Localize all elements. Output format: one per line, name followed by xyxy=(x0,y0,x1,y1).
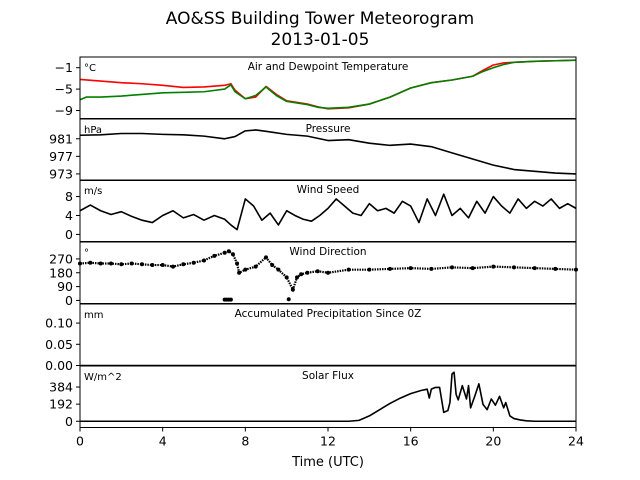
wind_direction-panel-title: Wind Direction xyxy=(289,246,366,258)
temp-unit-label: °C xyxy=(84,63,96,74)
wind_speed-unit-label: m/s xyxy=(84,186,102,197)
pressure-series-line xyxy=(79,129,577,175)
wind_speed-ytick-label: 4 xyxy=(65,208,73,223)
precip-ytick-label: 0.00 xyxy=(45,358,73,373)
wind_direction-point xyxy=(286,297,291,302)
x-axis-label: Time (UTC) xyxy=(291,455,364,470)
temp-ytick-label: −5 xyxy=(55,82,73,97)
wind_direction-ytick-label: 0 xyxy=(65,293,73,308)
x-tick-label: 4 xyxy=(159,434,167,449)
figure-date: 2013-01-05 xyxy=(271,30,370,50)
panel-precip: 0.10 0.05 0.00 mm Accumulated Precipitation … xyxy=(45,303,577,373)
temp-ytick-label: −1 xyxy=(55,60,73,75)
solar-panel-title: Solar Flux xyxy=(302,370,354,382)
pressure-ytick-label: 973 xyxy=(49,166,73,181)
panel-pressure: 981 977 973 hPa Pressure xyxy=(49,118,577,181)
temp-panel-title: Air and Dewpoint Temperature xyxy=(248,61,409,73)
wind_direction-unit-label: ° xyxy=(84,248,89,259)
pressure-panel-title: Pressure xyxy=(306,123,351,135)
precip-panel-title: Accumulated Precipitation Since 0Z xyxy=(235,308,422,320)
solar-unit-label: W/m^2 xyxy=(84,372,122,383)
solar-ytick-label: 0 xyxy=(65,414,73,429)
solar-ytick-label: 384 xyxy=(49,380,73,395)
wind_speed-ytick-label: 0 xyxy=(65,227,73,242)
wind_direction-ytick-label: 270 xyxy=(49,251,73,266)
wind_direction-ytick-label: 90 xyxy=(57,279,73,294)
panel-wind_speed: 8 4 0 m/s Wind Speed xyxy=(65,179,577,242)
pressure-ytick-label: 981 xyxy=(49,131,73,146)
x-tick-label: 8 xyxy=(241,434,249,449)
x-tick-label: 0 xyxy=(76,434,84,449)
wind_speed-panel-title: Wind Speed xyxy=(297,184,360,196)
x-tick-label: 24 xyxy=(568,434,584,449)
precip-unit-label: mm xyxy=(84,310,103,321)
panel-temp: −1 −5 −9 °C Air and Dewpoint Temperature xyxy=(55,56,577,119)
temp-series-line xyxy=(79,59,577,110)
temp-ytick-label: −9 xyxy=(55,103,73,118)
solar-series-line xyxy=(80,371,576,423)
x-tick-label: 20 xyxy=(485,434,501,449)
wind_speed-ytick-label: 8 xyxy=(65,189,73,204)
precip-ytick-label: 0.10 xyxy=(45,316,73,331)
wind_direction-series-trace xyxy=(79,249,577,293)
panel-solar: 384 192 0 W/m^2 Solar Flux 0 4 8 12 16 20 24 xyxy=(49,365,584,449)
panels: −1−5−9°C Air and Dewpoint Temperature9819… xyxy=(45,56,584,449)
x-tick-label: 16 xyxy=(403,434,419,449)
wind_direction-point xyxy=(228,297,233,302)
pressure-unit-label: hPa xyxy=(84,125,102,136)
solar-ytick-label: 192 xyxy=(49,397,73,412)
figure-title: AO&SS Building Tower Meteorogram xyxy=(166,9,474,29)
pressure-ytick-label: 977 xyxy=(49,149,73,164)
wind_speed-series-line xyxy=(79,193,577,231)
x-tick-label: 12 xyxy=(320,434,336,449)
wind_direction-ytick-label: 180 xyxy=(49,265,73,280)
precip-ytick-label: 0.05 xyxy=(45,337,73,352)
